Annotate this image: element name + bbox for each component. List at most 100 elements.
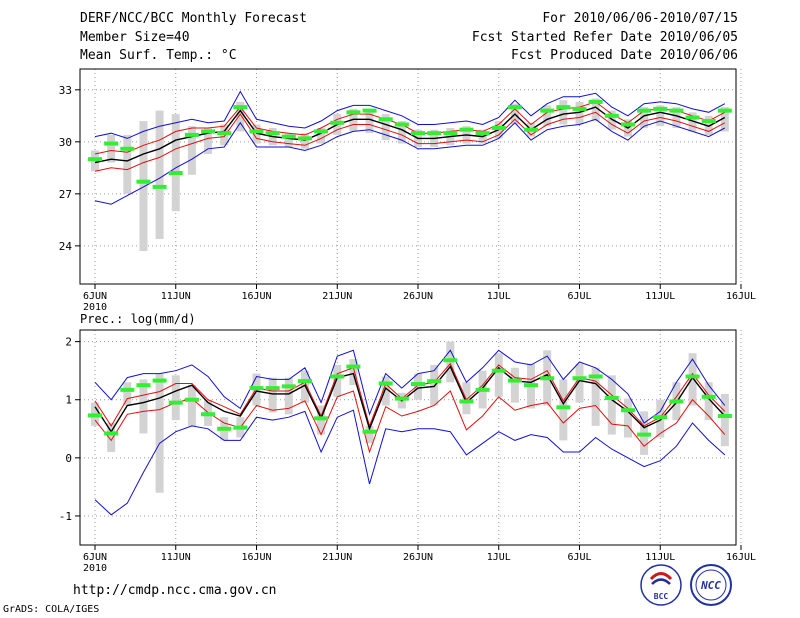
- median-marker: [120, 146, 135, 151]
- ensemble-bar: [123, 382, 132, 406]
- median-marker: [604, 395, 619, 400]
- ensemble-bar: [591, 98, 600, 122]
- median-marker: [588, 99, 603, 104]
- x-tick-label: 6JUL: [567, 552, 591, 563]
- ensemble-bar: [720, 107, 729, 132]
- median-marker: [653, 415, 668, 420]
- ensemble-bar: [107, 422, 116, 453]
- median-marker: [394, 396, 409, 401]
- median-marker: [588, 374, 603, 379]
- median-marker: [104, 431, 119, 436]
- fcst-started-date: Fcst Started Refer Date 2010/06/05: [471, 30, 738, 45]
- median-marker: [572, 106, 587, 111]
- ensemble-bar: [607, 375, 616, 435]
- ensemble-bar: [300, 133, 309, 149]
- ensemble-bar: [414, 373, 422, 400]
- fcst-produced-date: Fcst Produced Date 2010/06/06: [511, 48, 738, 63]
- ensemble-lower-envelope-line: [94, 118, 726, 205]
- ensemble-bar: [349, 359, 358, 386]
- median-marker: [637, 108, 652, 113]
- median-marker: [637, 432, 652, 437]
- median-marker: [475, 131, 490, 136]
- ensemble-bar: [510, 367, 519, 403]
- median-marker: [184, 397, 199, 402]
- median-marker: [233, 105, 248, 110]
- x-tick-label: 16JUL: [726, 552, 756, 563]
- grads-credit: GrADS: COLA/IGES: [3, 604, 100, 615]
- median-marker: [475, 387, 490, 392]
- median-marker: [717, 108, 732, 113]
- median-marker: [459, 127, 474, 132]
- median-marker: [201, 129, 216, 134]
- ensemble-upper-envelope-line: [94, 349, 726, 424]
- median-marker: [362, 429, 377, 434]
- ensemble-bar: [688, 353, 697, 406]
- median-marker: [653, 106, 668, 111]
- ensemble-bar: [672, 107, 681, 128]
- plot-frame: [79, 68, 737, 285]
- ensemble-bar: [284, 133, 293, 148]
- x-tick-label: 11JUL: [645, 291, 675, 302]
- ensemble-mean-line: [94, 106, 726, 164]
- ensemble-bar: [381, 376, 390, 406]
- median-marker: [701, 119, 716, 124]
- temperature-panel-label: Mean Surf. Temp.: °C: [80, 48, 237, 63]
- ensemble-bar: [607, 110, 616, 130]
- median-marker: [88, 413, 102, 418]
- ensemble-bar: [155, 373, 164, 493]
- median-marker: [556, 105, 571, 110]
- x-tick-label: 1JUL: [487, 291, 511, 302]
- median-marker: [411, 131, 425, 136]
- median-marker: [233, 425, 248, 430]
- y-tick-label: 27: [59, 188, 72, 201]
- median-marker: [330, 374, 345, 379]
- median-marker: [120, 387, 135, 392]
- ensemble-upper-envelope-line: [94, 90, 726, 139]
- median-marker: [524, 127, 539, 132]
- median-marker: [717, 414, 732, 418]
- ensemble-bar: [591, 367, 600, 426]
- median-marker: [394, 122, 409, 127]
- ncc-logo-text: NCC: [700, 579, 721, 592]
- ensemble-bar: [155, 110, 164, 239]
- mean-plus-spread-line: [94, 362, 726, 428]
- mean-minus-spread-line: [94, 390, 726, 454]
- y-tick-label: -1: [59, 510, 72, 523]
- ensemble-bar: [575, 101, 584, 125]
- x-tick-label: 16JUL: [726, 291, 756, 302]
- median-marker: [669, 399, 684, 404]
- median-marker: [378, 117, 393, 122]
- precipitation-panel-label: Prec.: log(mm/d): [80, 312, 196, 326]
- median-marker: [281, 384, 296, 389]
- source-url[interactable]: http://cmdp.ncc.cma.gov.cn: [73, 583, 277, 598]
- median-marker: [104, 141, 119, 146]
- x-tick-label: 6JUL: [567, 291, 591, 302]
- x-tick-label: 21JUN: [322, 552, 352, 563]
- ensemble-bar: [171, 114, 180, 212]
- ensemble-bar: [139, 379, 148, 434]
- ensemble-bar: [640, 107, 649, 128]
- ensemble-bar: [204, 127, 213, 154]
- median-marker: [620, 408, 635, 413]
- x-tick-label: 11JUN: [161, 291, 191, 302]
- ensemble-bar: [720, 393, 729, 447]
- median-marker: [685, 374, 700, 379]
- ensemble-bar: [430, 364, 439, 406]
- y-tick-label: 24: [59, 240, 73, 253]
- y-tick-label: 2: [65, 336, 72, 349]
- median-marker: [411, 382, 425, 387]
- median-marker: [620, 122, 635, 127]
- median-marker: [314, 129, 329, 134]
- ncc-logo: NCC: [690, 564, 732, 606]
- median-marker: [669, 108, 684, 113]
- x-year-label: 2010: [83, 302, 107, 313]
- temperature-panel: 24 27 30 33 6JUN 11JUN 16JUN 21JUN 26JUN 1JUL 6JUL…: [59, 68, 756, 313]
- ensemble-bar: [139, 121, 148, 252]
- ensemble-bar: [397, 121, 406, 144]
- median-marker: [524, 383, 539, 388]
- ensemble-bar: [575, 363, 584, 403]
- median-marker: [572, 376, 587, 381]
- ensemble-bar: [623, 398, 632, 438]
